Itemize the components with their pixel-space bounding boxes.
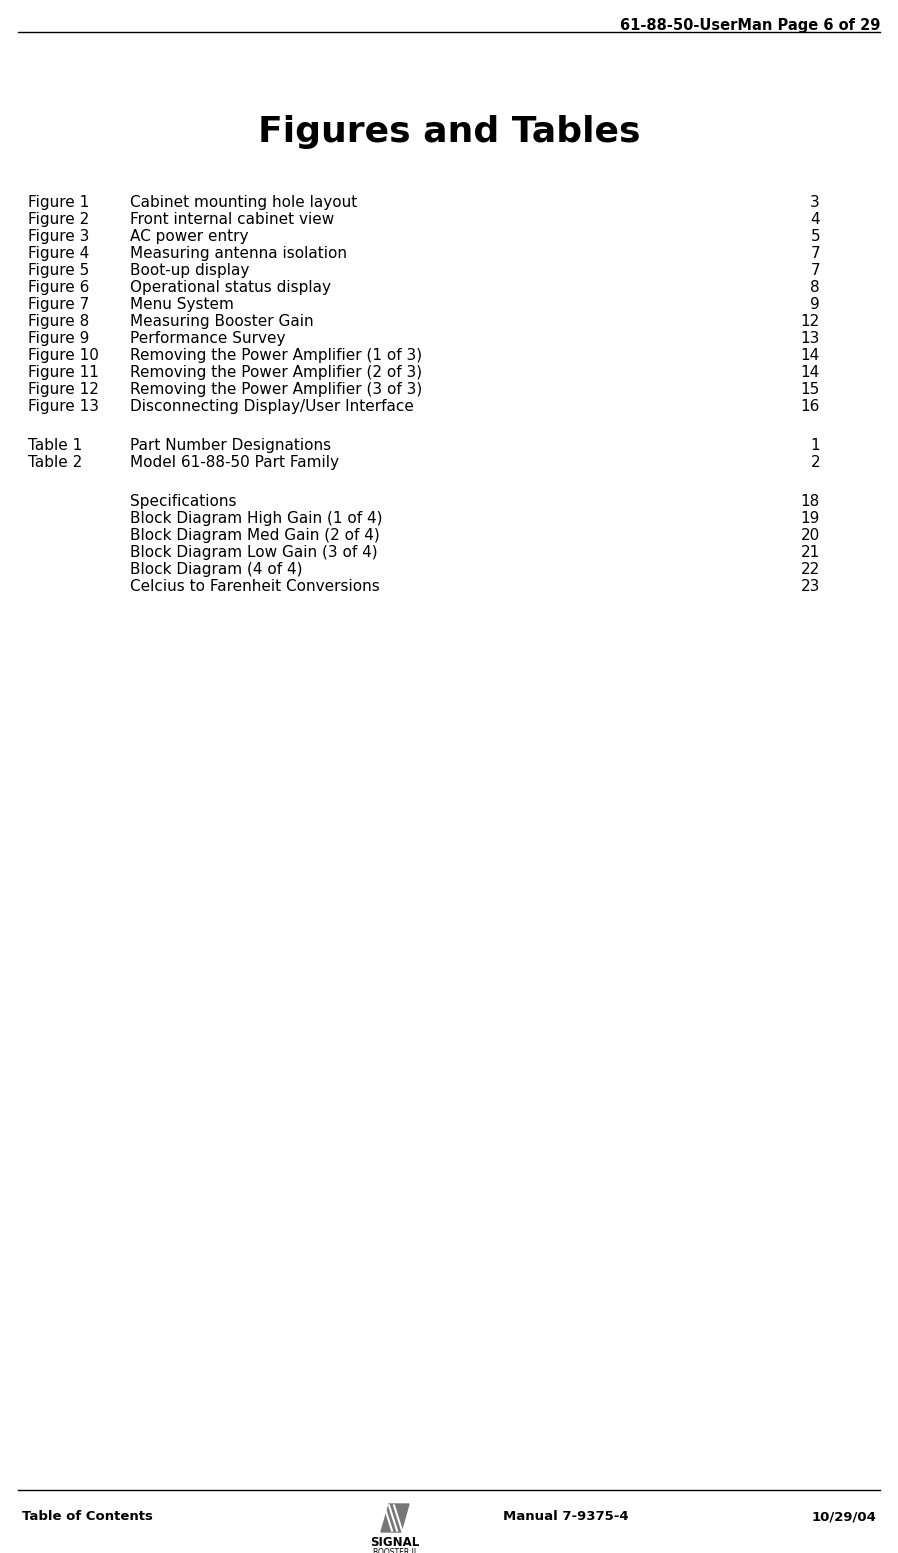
- Text: Figure 5: Figure 5: [28, 262, 89, 278]
- Text: Figure 9: Figure 9: [28, 331, 90, 346]
- Text: Block Diagram Med Gain (2 of 4): Block Diagram Med Gain (2 of 4): [130, 528, 380, 544]
- Text: 61-88-50-UserMan Page 6 of 29: 61-88-50-UserMan Page 6 of 29: [620, 19, 880, 33]
- Text: Manual 7-9375-4: Manual 7-9375-4: [503, 1510, 629, 1523]
- Text: Block Diagram High Gain (1 of 4): Block Diagram High Gain (1 of 4): [130, 511, 383, 526]
- Polygon shape: [381, 1503, 409, 1531]
- Text: Table 2: Table 2: [28, 455, 83, 471]
- Text: Model 61-88-50 Part Family: Model 61-88-50 Part Family: [130, 455, 339, 471]
- Text: Figure 7: Figure 7: [28, 297, 89, 312]
- Text: Front internal cabinet view: Front internal cabinet view: [130, 213, 334, 227]
- Text: Removing the Power Amplifier (3 of 3): Removing the Power Amplifier (3 of 3): [130, 382, 422, 398]
- Text: 2: 2: [810, 455, 820, 471]
- Text: Figure 4: Figure 4: [28, 245, 89, 261]
- Text: 10/29/04: 10/29/04: [811, 1510, 876, 1523]
- Text: Menu System: Menu System: [130, 297, 233, 312]
- Text: 9: 9: [810, 297, 820, 312]
- Text: Figure 12: Figure 12: [28, 382, 99, 398]
- Text: Figure 13: Figure 13: [28, 399, 99, 415]
- Text: Removing the Power Amplifier (2 of 3): Removing the Power Amplifier (2 of 3): [130, 365, 422, 380]
- Text: 19: 19: [801, 511, 820, 526]
- Text: Figure 10: Figure 10: [28, 348, 99, 363]
- Text: Figures and Tables: Figures and Tables: [258, 115, 640, 149]
- Text: 7: 7: [810, 262, 820, 278]
- Text: 5: 5: [810, 228, 820, 244]
- Text: Celcius to Farenheit Conversions: Celcius to Farenheit Conversions: [130, 579, 380, 593]
- Text: SIGNAL: SIGNAL: [370, 1536, 419, 1548]
- Text: Block Diagram (4 of 4): Block Diagram (4 of 4): [130, 562, 303, 578]
- Text: 1: 1: [810, 438, 820, 453]
- Text: AC power entry: AC power entry: [130, 228, 249, 244]
- Text: 20: 20: [801, 528, 820, 544]
- Text: 14: 14: [801, 348, 820, 363]
- Text: Figure 3: Figure 3: [28, 228, 90, 244]
- Text: 14: 14: [801, 365, 820, 380]
- Text: 22: 22: [801, 562, 820, 578]
- Text: 3: 3: [810, 196, 820, 210]
- Text: 16: 16: [801, 399, 820, 415]
- Text: 4: 4: [810, 213, 820, 227]
- Text: Block Diagram Low Gain (3 of 4): Block Diagram Low Gain (3 of 4): [130, 545, 378, 561]
- Text: 8: 8: [810, 280, 820, 295]
- Text: Measuring Booster Gain: Measuring Booster Gain: [130, 314, 313, 329]
- Text: 7: 7: [810, 245, 820, 261]
- Text: 13: 13: [801, 331, 820, 346]
- Text: Operational status display: Operational status display: [130, 280, 331, 295]
- Text: Figure 6: Figure 6: [28, 280, 90, 295]
- Text: Figure 8: Figure 8: [28, 314, 89, 329]
- Text: 23: 23: [801, 579, 820, 593]
- Text: Cabinet mounting hole layout: Cabinet mounting hole layout: [130, 196, 357, 210]
- Text: Removing the Power Amplifier (1 of 3): Removing the Power Amplifier (1 of 3): [130, 348, 422, 363]
- Text: Disconnecting Display/User Interface: Disconnecting Display/User Interface: [130, 399, 414, 415]
- Text: 21: 21: [801, 545, 820, 561]
- Text: 12: 12: [801, 314, 820, 329]
- Text: Table 1: Table 1: [28, 438, 83, 453]
- Text: Figure 11: Figure 11: [28, 365, 99, 380]
- Text: Figure 1: Figure 1: [28, 196, 89, 210]
- Text: Boot-up display: Boot-up display: [130, 262, 250, 278]
- Text: Table of Contents: Table of Contents: [22, 1510, 153, 1523]
- Text: Figure 2: Figure 2: [28, 213, 89, 227]
- Text: Performance Survey: Performance Survey: [130, 331, 286, 346]
- Text: 15: 15: [801, 382, 820, 398]
- Text: Specifications: Specifications: [130, 494, 236, 509]
- Text: Measuring antenna isolation: Measuring antenna isolation: [130, 245, 347, 261]
- Text: BOOSTER II: BOOSTER II: [374, 1548, 417, 1553]
- Text: Part Number Designations: Part Number Designations: [130, 438, 331, 453]
- Text: 18: 18: [801, 494, 820, 509]
